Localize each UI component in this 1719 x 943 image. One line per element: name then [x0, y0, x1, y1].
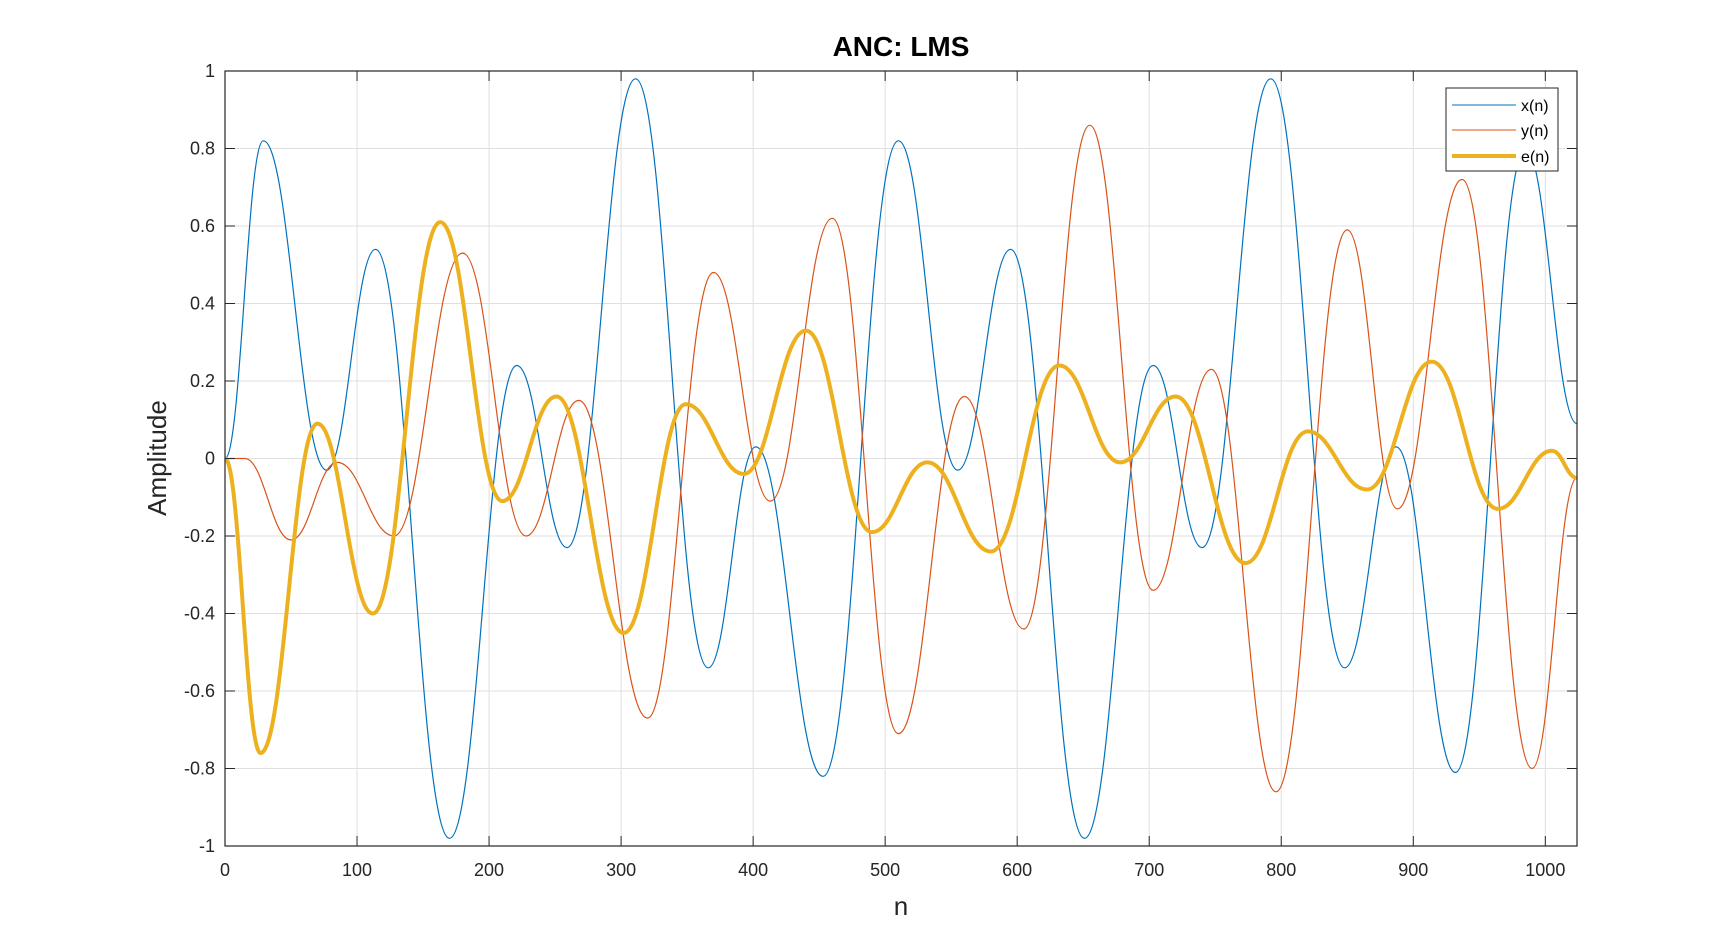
y-tick-label: -0.2 [184, 526, 215, 546]
x-tick-label: 0 [220, 860, 230, 880]
x-tick-label: 500 [870, 860, 900, 880]
x-tick-label: 1000 [1525, 860, 1565, 880]
x-tick-label: 400 [738, 860, 768, 880]
y-tick-label: 0 [205, 449, 215, 469]
y-tick-label: 0.4 [190, 294, 215, 314]
y-tick-labels: 1 0.8 0.6 0.4 0.2 0 -0.2 -0.4 -0.6 -0.8 -1 [184, 61, 215, 856]
y-tick-label: 1 [205, 61, 215, 81]
series-line-2 [225, 220, 1577, 755]
y-tick-label: 0.6 [190, 216, 215, 236]
y-axis-label: Amplitude [142, 400, 172, 516]
x-tick-label: 100 [342, 860, 372, 880]
ticks [224, 70, 1577, 847]
chart-title: ANC: LMS [833, 31, 970, 62]
y-tick-label: -0.6 [184, 681, 215, 701]
x-tick-labels: 0 100 200 300 400 500 600 700 800 900 1000 [220, 860, 1565, 880]
y-tick-label: -0.4 [184, 604, 215, 624]
legend: x(n) y(n) e(n) [1445, 87, 1559, 172]
series-line-1 [225, 124, 1577, 793]
x-tick-label: 200 [474, 860, 504, 880]
y-tick-label: -1 [199, 836, 215, 856]
series-line-0 [225, 78, 1577, 839]
x-tick-label: 700 [1134, 860, 1164, 880]
y-tick-label: -0.8 [184, 759, 215, 779]
legend-label-e: e(n) [1521, 149, 1549, 166]
y-tick-label: 0.8 [190, 139, 215, 159]
legend-label-y: y(n) [1521, 123, 1549, 140]
x-tick-label: 800 [1266, 860, 1296, 880]
x-axis-label: n [894, 891, 908, 921]
legend-label-x: x(n) [1521, 98, 1549, 115]
x-tick-label: 900 [1398, 860, 1428, 880]
y-tick-label: 0.2 [190, 371, 215, 391]
series-layer [225, 78, 1577, 839]
x-tick-label: 300 [606, 860, 636, 880]
x-tick-label: 600 [1002, 860, 1032, 880]
